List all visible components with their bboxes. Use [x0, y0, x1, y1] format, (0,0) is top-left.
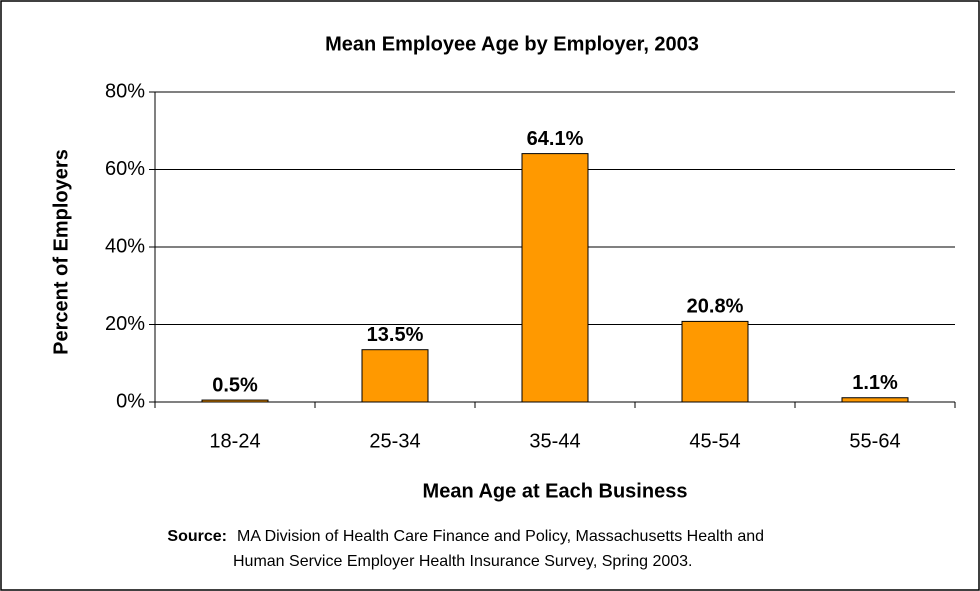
data-label: 0.5% — [212, 374, 258, 396]
y-axis-label: Percent of Employers — [50, 149, 72, 355]
bar — [841, 397, 909, 403]
data-label: 13.5% — [367, 324, 424, 346]
data-label: 64.1% — [527, 128, 584, 150]
x-tick-label: 25-34 — [369, 430, 420, 452]
x-tick-label: 18-24 — [209, 430, 260, 452]
data-label: 20.8% — [687, 296, 744, 318]
x-tick-label: 45-54 — [689, 430, 740, 452]
y-tick-label: 20% — [105, 313, 145, 335]
y-tick-label: 40% — [105, 235, 145, 257]
source-label: Source: — [167, 528, 227, 545]
y-tick-label: 0% — [116, 390, 145, 412]
data-label: 1.1% — [852, 372, 898, 394]
x-tick-label: 55-64 — [849, 430, 900, 452]
chart-title: Mean Employee Age by Employer, 2003 — [325, 33, 699, 55]
x-axis-label: Mean Age at Each Business — [423, 480, 688, 502]
bar — [521, 153, 589, 403]
source-text: MA Division of Health Care Finance and P… — [237, 528, 764, 545]
bar — [361, 349, 429, 403]
source-text: Human Service Employer Health Insurance … — [233, 553, 692, 570]
x-tick-label: 35-44 — [529, 430, 580, 452]
y-tick-label: 60% — [105, 158, 145, 180]
y-tick-label: 80% — [105, 80, 145, 102]
bar — [681, 320, 749, 403]
